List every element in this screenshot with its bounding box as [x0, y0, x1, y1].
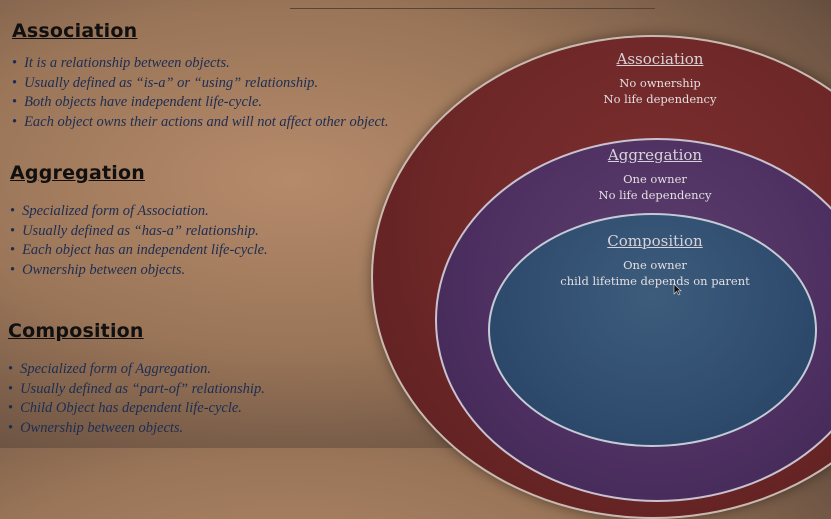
bullet-item: Ownership between objects. [10, 261, 268, 281]
bullet-item: Usually defined as “part-of” relationshi… [8, 380, 265, 400]
association-ellipse-line: No life dependency [603, 91, 717, 106]
association-heading: Association [12, 20, 138, 42]
aggregation-ellipse-line: One owner [623, 172, 687, 186]
aggregation-section: Aggregation Specialized form of Associat… [10, 162, 268, 280]
bullet-item: Usually defined as “has-a” relationship. [10, 222, 268, 242]
bullet-item: It is a relationship between objects. [12, 54, 389, 74]
bullet-item: Usually defined as “is-a” or “using” rel… [12, 74, 389, 94]
association-ellipse-title: Association [616, 50, 704, 68]
aggregation-ellipse-title: Aggregation [607, 146, 703, 164]
composition-ellipse-line: One owner [623, 258, 687, 272]
bullet-item: Specialized form of Aggregation. [8, 360, 265, 380]
mouse-cursor-icon [673, 283, 682, 296]
composition-ellipse [488, 213, 817, 447]
top-divider [290, 8, 655, 9]
aggregation-ellipse-line: No life dependency [598, 187, 712, 202]
composition-heading: Composition [8, 320, 144, 342]
association-ellipse-line: No ownership [619, 76, 701, 90]
bullet-item: Each object has an independent life-cycl… [10, 241, 268, 261]
composition-bullet-list: Specialized form of Aggregation. Usually… [8, 360, 265, 438]
aggregation-bullet-list: Specialized form of Association. Usually… [10, 202, 268, 280]
composition-section: Composition Specialized form of Aggregat… [8, 320, 265, 438]
bullet-item: Child Object has dependent life-cycle. [8, 399, 265, 419]
composition-ellipse-label: Composition One owner child lifetime dep… [550, 232, 760, 289]
association-section: Association It is a relationship between… [12, 20, 389, 132]
bullet-item: Specialized form of Association. [10, 202, 268, 222]
aggregation-ellipse-label: Aggregation One owner No life dependency [555, 146, 755, 203]
aggregation-heading: Aggregation [10, 162, 145, 184]
composition-ellipse-title: Composition [607, 232, 703, 250]
association-bullet-list: It is a relationship between objects. Us… [12, 54, 389, 133]
composition-ellipse-line: child lifetime depends on parent [560, 273, 750, 288]
bullet-item: Each object owns their actions and will … [12, 113, 388, 133]
association-ellipse-label: Association No ownership No life depende… [560, 50, 760, 107]
bullet-item: Both objects have independent life-cycle… [12, 93, 389, 113]
bullet-item: Ownership between objects. [8, 419, 265, 439]
